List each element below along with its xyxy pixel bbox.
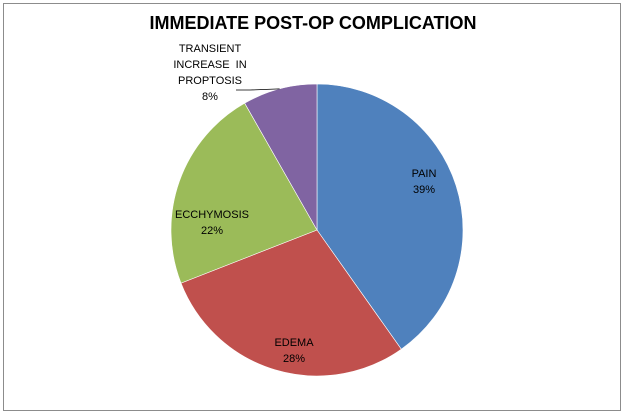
- slice-label-ecchymosis: ECCHYMOSIS 22%: [175, 209, 249, 237]
- pie-slice-ecchymosis: [170, 102, 318, 284]
- pie-labels: PAIN 39% EDEMA 28% ECCHYMOSIS 22% TRANSIENT INC…: [173, 43, 436, 365]
- pie-chart: PAIN 39% EDEMA 28% ECCHYMOSIS 22% TRANSIENT INC…: [170, 43, 464, 377]
- pie-slice-pain: [316, 83, 464, 350]
- pie-slice-edema: [180, 229, 402, 377]
- chart-frame: IMMEDIATE POST-OP COMPLICATION PAIN 39% ED…: [3, 3, 621, 411]
- pie-slices: [170, 83, 464, 377]
- leader-line: [236, 88, 280, 91]
- slice-label-edema: EDEMA 28%: [274, 337, 314, 365]
- slice-label-transient-increase-in-proptosis: TRANSIENT INCREASE IN PROPTOSIS 8%: [173, 43, 246, 103]
- slice-label-pain: PAIN 39%: [412, 168, 437, 196]
- chart-title: IMMEDIATE POST-OP COMPLICATION: [149, 13, 477, 33]
